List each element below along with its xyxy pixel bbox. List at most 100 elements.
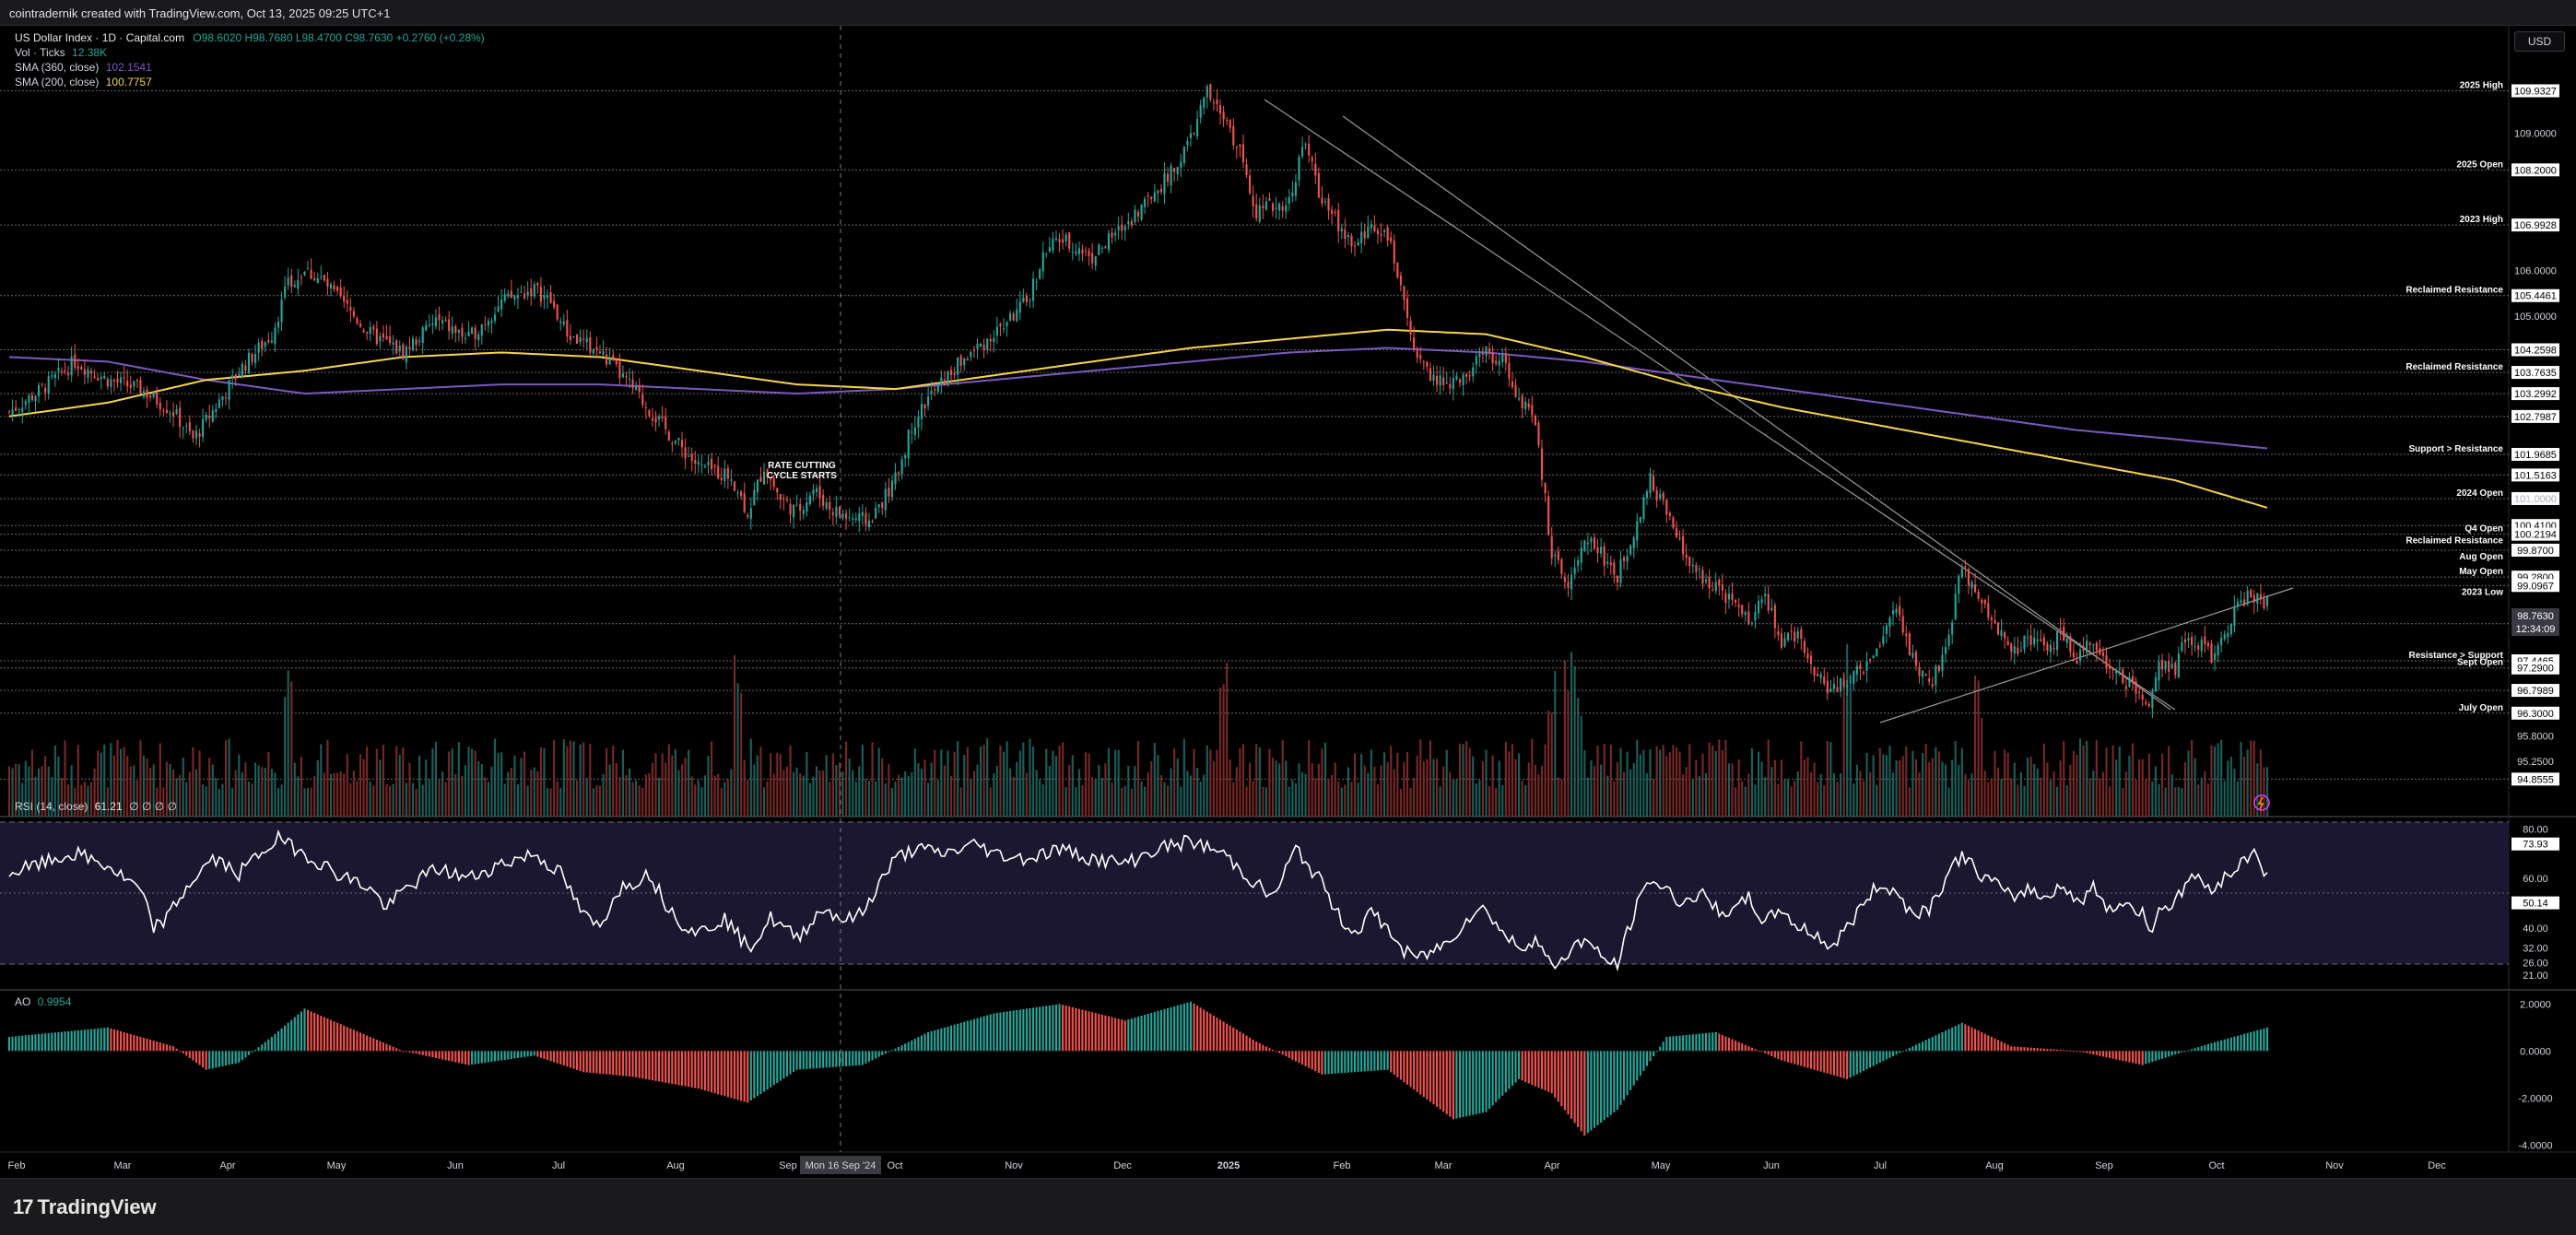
candle-body bbox=[323, 275, 325, 281]
volume-bar bbox=[1813, 762, 1816, 817]
volume-bar bbox=[579, 744, 582, 817]
ao-bar bbox=[1662, 1041, 1664, 1052]
candle-body bbox=[1619, 559, 1622, 583]
ao-bar bbox=[1449, 1051, 1452, 1117]
volume-bar bbox=[740, 692, 743, 817]
candle-body bbox=[1123, 226, 1126, 231]
volume-bar bbox=[1075, 787, 1077, 817]
candle-body bbox=[1472, 367, 1475, 377]
candle-body bbox=[1098, 244, 1100, 255]
volume-bar bbox=[972, 770, 976, 817]
volume-bar bbox=[1413, 778, 1416, 817]
ao-bar bbox=[2063, 1050, 2065, 1052]
volume-bar bbox=[2233, 769, 2236, 817]
candle-body bbox=[566, 320, 569, 336]
volume-bar bbox=[1770, 767, 1773, 817]
ao-bar bbox=[53, 1032, 56, 1052]
candle-body bbox=[1905, 633, 1908, 637]
ao-bar bbox=[1603, 1051, 1606, 1121]
ao-bar bbox=[1281, 1051, 1284, 1055]
volume-bar bbox=[1888, 746, 1891, 817]
volume-bar bbox=[1619, 747, 1622, 817]
ao-bar bbox=[2138, 1051, 2141, 1064]
ao-bar bbox=[661, 1051, 664, 1083]
volume-bar bbox=[87, 785, 89, 817]
ao-bar bbox=[2006, 1044, 2009, 1052]
candle-body bbox=[303, 272, 306, 276]
lightning-icon[interactable] bbox=[2253, 794, 2270, 811]
ao-bar bbox=[799, 1051, 802, 1070]
candle-body bbox=[421, 327, 424, 343]
ao-bar bbox=[1521, 1051, 1523, 1081]
ao-bar bbox=[549, 1051, 552, 1062]
candle-body bbox=[1675, 527, 1678, 537]
candle-body bbox=[1413, 336, 1416, 349]
price-level-tag bbox=[2511, 447, 2559, 461]
candle-body bbox=[2138, 691, 2141, 693]
ao-bar bbox=[1314, 1051, 1317, 1072]
price-level-label: Support > Resistance bbox=[2408, 444, 2503, 454]
volume-bar bbox=[287, 670, 289, 817]
volume-bar bbox=[333, 772, 335, 817]
ao-bar bbox=[1285, 1051, 1288, 1057]
volume-bar bbox=[2082, 745, 2085, 817]
ao-bar bbox=[382, 1042, 385, 1052]
volume-bar bbox=[15, 763, 18, 817]
candle-body bbox=[2053, 647, 2055, 650]
ao-bar bbox=[1386, 1051, 1389, 1070]
volume-bar bbox=[1508, 751, 1511, 817]
candle-body bbox=[1636, 521, 1639, 541]
volume-bar bbox=[651, 762, 654, 817]
ao-bar bbox=[1091, 1012, 1094, 1052]
candle-body bbox=[638, 386, 641, 393]
volume-bar bbox=[1636, 739, 1639, 817]
candle-body bbox=[2160, 659, 2164, 670]
candle-body bbox=[953, 372, 956, 375]
ao-bar bbox=[723, 1051, 726, 1097]
candle-body bbox=[1052, 239, 1054, 251]
ao-bar bbox=[533, 1051, 535, 1056]
ao-bar bbox=[415, 1051, 418, 1054]
candle-body bbox=[1422, 361, 1425, 363]
ao-bar bbox=[2042, 1048, 2045, 1052]
candle-body bbox=[385, 335, 388, 340]
ao-bar bbox=[1958, 1024, 1960, 1052]
ao-bar bbox=[1649, 1051, 1652, 1062]
currency-button[interactable]: USD bbox=[2514, 31, 2565, 52]
price-level-value: 96.7989 bbox=[2517, 686, 2554, 697]
volume-bar bbox=[1685, 767, 1688, 817]
candle-body bbox=[484, 323, 487, 325]
price-level-label: Reclaimed Resistance bbox=[2405, 286, 2503, 296]
tradingview-logo[interactable]: 17 TradingView bbox=[13, 1195, 157, 1219]
candle-body bbox=[562, 322, 565, 324]
volume-bar bbox=[507, 771, 510, 817]
legend-rsi-value: 61.21 bbox=[94, 800, 123, 813]
candle-body bbox=[89, 370, 93, 373]
ao-bar bbox=[369, 1037, 371, 1052]
volume-bar bbox=[966, 747, 969, 817]
volume-bar bbox=[1951, 759, 1954, 817]
volume-bar bbox=[1727, 763, 1731, 817]
candle-body bbox=[733, 481, 736, 491]
ao-bar bbox=[1016, 1009, 1018, 1052]
candle-body bbox=[2076, 660, 2078, 665]
legend-sma200-label: SMA (200, close) bbox=[15, 76, 100, 88]
ao-bar bbox=[1432, 1051, 1435, 1105]
ao-bar bbox=[615, 1051, 618, 1076]
ao-bar bbox=[1527, 1051, 1530, 1084]
candle-body bbox=[543, 295, 546, 300]
moving-averages bbox=[8, 328, 2268, 509]
plot-background bbox=[0, 26, 2509, 1178]
ao-bar bbox=[756, 1051, 759, 1097]
ao-bar bbox=[1111, 1017, 1113, 1052]
candle-body bbox=[2154, 676, 2157, 692]
ao-bar bbox=[1947, 1029, 1950, 1052]
ao-bar bbox=[697, 1051, 700, 1089]
candle-body bbox=[1685, 554, 1688, 559]
ao-bar bbox=[34, 1034, 37, 1052]
candle-body bbox=[103, 375, 106, 379]
ao-bar bbox=[1563, 1051, 1567, 1111]
candle-body bbox=[1550, 536, 1553, 559]
ao-bar bbox=[1327, 1051, 1330, 1075]
